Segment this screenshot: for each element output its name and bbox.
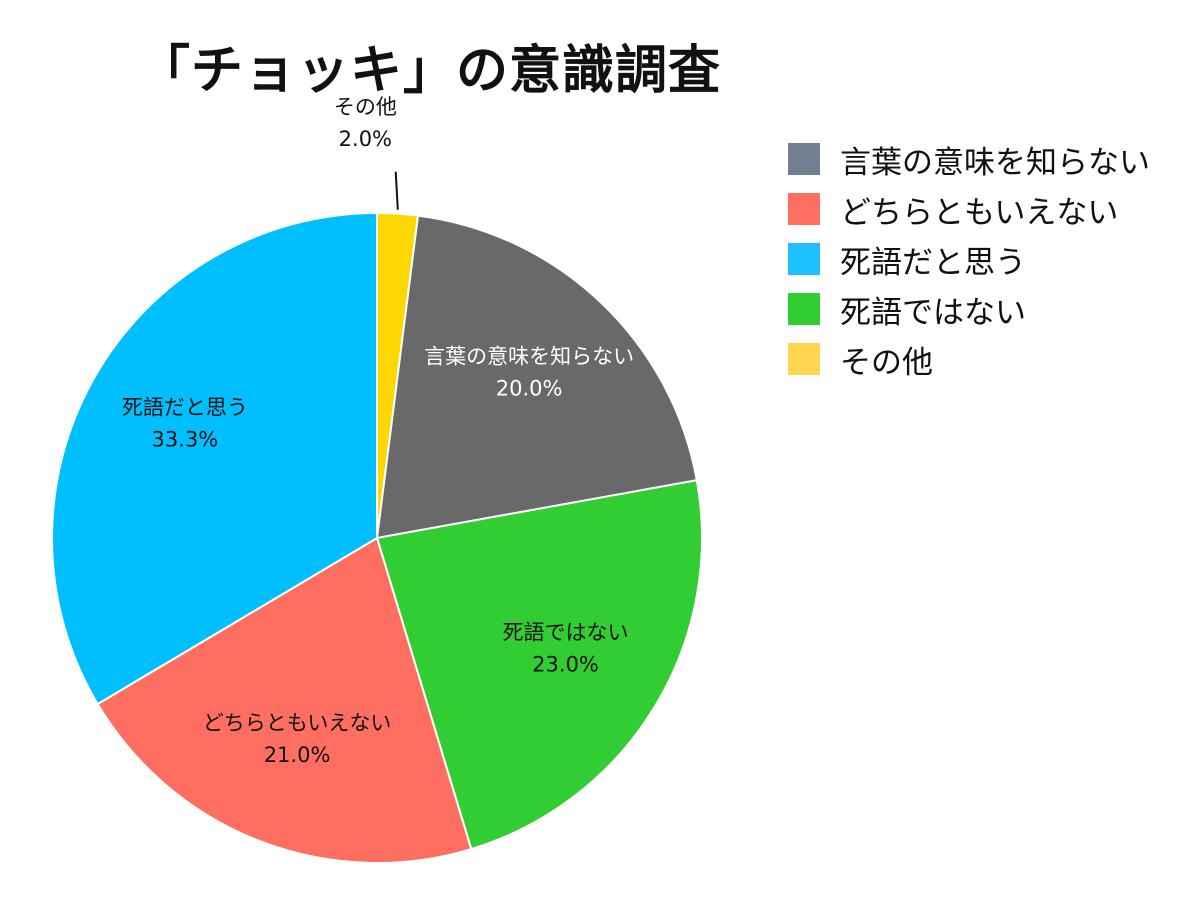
legend-item: その他 (788, 334, 1150, 384)
slice-value-label: 21.0% (264, 743, 331, 767)
legend-label: どちらともいえない (840, 194, 1119, 231)
legend-swatch (788, 143, 820, 175)
legend-item: 死語だと思う (788, 234, 1150, 284)
slice-value-label: 2.0% (339, 127, 392, 151)
legend-swatch (788, 343, 820, 375)
legend-label: 死語だと思う (840, 244, 1026, 281)
slice-name-label: 死語だと思う (122, 396, 248, 420)
legend-label: その他 (840, 344, 933, 381)
legend-swatch (788, 193, 820, 225)
slice-name-label: 言葉の意味を知らない (424, 345, 634, 369)
slice-value-label: 33.3% (152, 428, 219, 452)
legend-item: 言葉の意味を知らない (788, 134, 1150, 184)
legend-label: 言葉の意味を知らない (840, 144, 1150, 181)
slice-value-label: 20.0% (496, 377, 563, 401)
legend-item: 死語ではない (788, 284, 1150, 334)
legend-swatch (788, 243, 820, 275)
legend-label: 死語ではない (840, 294, 1026, 331)
chart-title: 「チョッキ」の意識調査 (138, 41, 722, 101)
slice-value-label: 23.0% (532, 652, 599, 676)
pie-slice-2 (375, 479, 703, 851)
pie-slice-3 (96, 536, 473, 864)
leader-line-0 (394, 171, 399, 210)
pie-slice-1 (375, 214, 698, 540)
legend-item: どちらともいえない (788, 184, 1150, 234)
legend-swatch (788, 293, 820, 325)
slice-name-label: その他 (334, 95, 397, 119)
legend: 言葉の意味を知らない どちらともいえない 死語だと思う 死語ではない その他 (788, 134, 1150, 384)
slice-name-label: どちらともいえない (203, 711, 392, 735)
slice-name-label: 死語ではない (503, 620, 629, 644)
pie-slice-4 (51, 211, 378, 706)
